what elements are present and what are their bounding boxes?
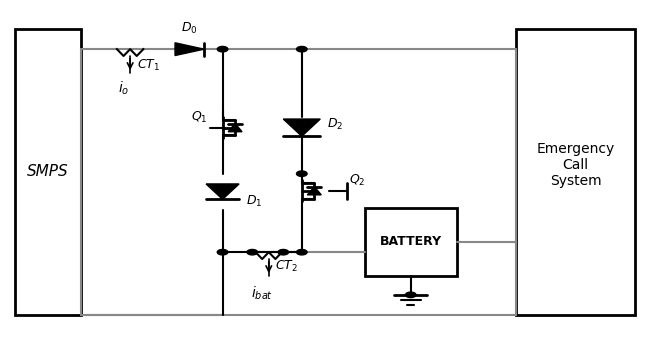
Circle shape — [278, 249, 288, 255]
Circle shape — [217, 46, 228, 52]
Circle shape — [406, 292, 416, 298]
Text: $i_{bat}$: $i_{bat}$ — [251, 284, 273, 302]
Text: $Q_2$: $Q_2$ — [349, 173, 366, 188]
Polygon shape — [283, 119, 320, 136]
Text: SMPS: SMPS — [27, 164, 68, 180]
Text: BATTERY: BATTERY — [380, 235, 442, 248]
Polygon shape — [228, 123, 242, 132]
Text: $D_0$: $D_0$ — [181, 20, 198, 35]
Circle shape — [296, 249, 307, 255]
Circle shape — [217, 249, 228, 255]
Text: $D_1$: $D_1$ — [246, 194, 262, 209]
Bar — [516, 29, 635, 315]
Text: Emergency
Call
System: Emergency Call System — [536, 142, 615, 189]
Polygon shape — [308, 187, 322, 195]
Text: $CT_2$: $CT_2$ — [275, 259, 298, 274]
Text: $Q_1$: $Q_1$ — [191, 110, 208, 125]
Bar — [15, 29, 81, 315]
Circle shape — [247, 249, 257, 255]
Circle shape — [296, 171, 307, 176]
Polygon shape — [175, 43, 204, 55]
Polygon shape — [206, 184, 239, 199]
Text: $i_o$: $i_o$ — [118, 80, 129, 97]
Text: $CT_1$: $CT_1$ — [137, 58, 160, 73]
Text: $D_2$: $D_2$ — [327, 117, 343, 132]
Circle shape — [296, 46, 307, 52]
Bar — [365, 208, 457, 276]
